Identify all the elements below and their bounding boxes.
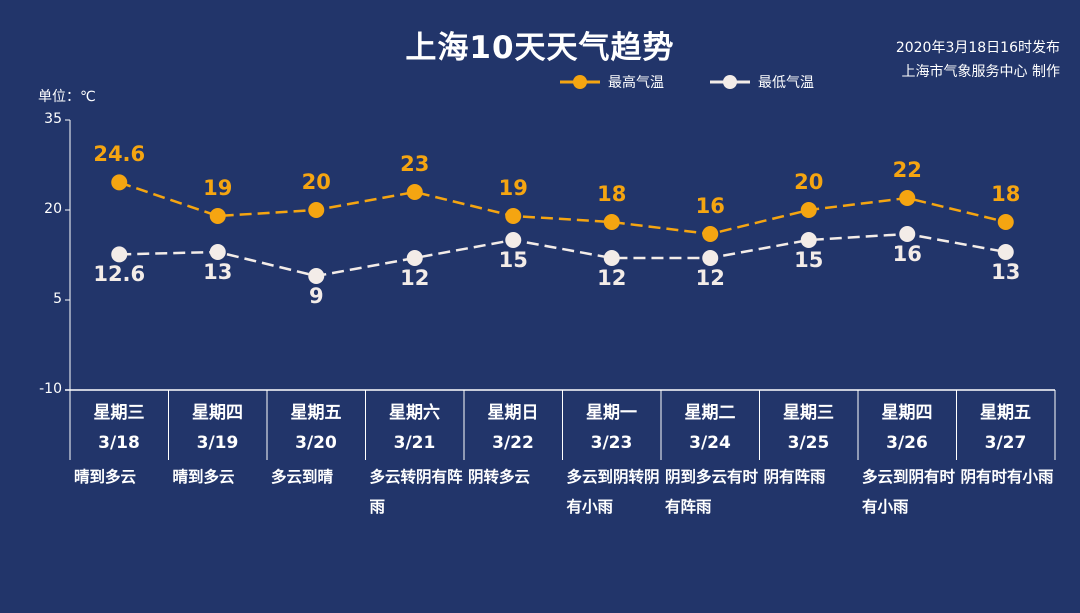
- date-label: 3/26: [886, 433, 928, 453]
- x-category: 星期四 3/26: [858, 398, 956, 458]
- x-category: 星期日 3/22: [464, 398, 562, 458]
- data-point: [800, 202, 817, 218]
- data-label: 23: [400, 152, 430, 176]
- data-point: [505, 232, 522, 248]
- day-of-week: 星期六: [389, 403, 440, 423]
- date-label: 3/21: [393, 433, 436, 453]
- x-category: 星期四 3/19: [169, 398, 267, 458]
- day-of-week: 星期四: [192, 403, 243, 423]
- weather-label: 多云到阴转阴有小雨: [566, 468, 660, 516]
- date-label: 3/19: [196, 433, 239, 453]
- day-of-week: 星期五: [290, 403, 342, 423]
- weather-label: 阴到多云有时有阵雨: [665, 468, 759, 516]
- publisher: 上海市气象服务中心 制作: [901, 64, 1060, 80]
- legend-high-marker: [560, 75, 600, 89]
- data-label: 12: [597, 266, 627, 290]
- day-of-week: 星期三: [783, 403, 834, 423]
- data-label: 20: [794, 170, 824, 194]
- data-point: [800, 232, 817, 248]
- chart-title: 上海10天天气趋势: [405, 30, 675, 66]
- y-tick-label: 20: [44, 201, 62, 217]
- date-label: 3/27: [984, 433, 1027, 453]
- date-label: 3/23: [590, 433, 633, 453]
- day-of-week: 星期一: [586, 403, 637, 423]
- legend-low-label: 最低气温: [758, 75, 814, 91]
- x-category: 星期三 3/25: [760, 398, 858, 458]
- x-category: 星期五 3/27: [957, 398, 1055, 458]
- data-point: [603, 250, 620, 266]
- series-line-low: [119, 232, 1006, 278]
- y-tick-label: -10: [39, 381, 62, 397]
- date-label: 3/20: [295, 433, 337, 453]
- date-label: 3/18: [98, 433, 140, 453]
- publish-time: 2020年3月18日16时发布: [895, 40, 1060, 56]
- data-point: [209, 208, 226, 224]
- unit-label: 单位：℃: [38, 89, 96, 105]
- data-label: 24.6: [93, 142, 146, 167]
- data-label: 19: [203, 176, 233, 200]
- data-point: [111, 174, 128, 191]
- data-label: 12: [695, 266, 725, 290]
- x-category: 星期三 3/18: [70, 398, 168, 458]
- weather-label: 多云到阴有时有小雨: [862, 468, 956, 516]
- data-point: [209, 244, 226, 260]
- x-category: 星期一 3/23: [563, 398, 661, 458]
- data-label: 12.6: [93, 262, 146, 287]
- data-point: [111, 246, 128, 263]
- data-label: 9: [308, 284, 324, 308]
- date-label: 3/24: [689, 433, 731, 453]
- weather-label: 晴到多云: [74, 468, 137, 486]
- data-point: [899, 226, 916, 242]
- x-category: 星期二 3/24: [661, 398, 759, 458]
- data-label: 18: [991, 182, 1021, 206]
- date-label: 3/22: [492, 433, 534, 453]
- data-point: [997, 214, 1014, 230]
- data-point: [406, 184, 423, 200]
- day-of-week: 星期四: [881, 403, 933, 423]
- day-of-week: 星期三: [93, 403, 145, 423]
- y-tick-label: 5: [53, 291, 62, 307]
- weather-label: 阴有时有小雨: [960, 468, 1054, 486]
- data-point: [603, 214, 620, 230]
- data-label: 12: [400, 266, 430, 290]
- data-point: [997, 244, 1014, 260]
- x-category: 星期六 3/21: [366, 398, 464, 458]
- day-of-week: 星期五: [980, 403, 1031, 423]
- weather-label: 多云转阴有阵雨: [369, 468, 463, 516]
- data-label: 20: [301, 170, 331, 194]
- data-label: 16: [695, 194, 725, 218]
- day-of-week: 星期日: [487, 403, 539, 423]
- data-point: [308, 268, 325, 284]
- data-label: 16: [892, 242, 922, 266]
- data-label: 19: [498, 176, 528, 200]
- weather-label: 阴有阵雨: [763, 468, 826, 486]
- weather-label: 多云到晴: [271, 468, 334, 486]
- data-point: [702, 250, 719, 266]
- legend-high: 最高气温: [560, 72, 664, 92]
- data-label: 15: [794, 248, 824, 272]
- date-label: 3/25: [787, 433, 830, 453]
- weather-label: 阴转多云: [468, 468, 531, 486]
- legend-low: 最低气温: [710, 72, 814, 92]
- data-point: [505, 208, 522, 224]
- publish-info: 2020年3月18日16时发布 上海市气象服务中心 制作: [896, 36, 1060, 84]
- data-point: [702, 226, 719, 242]
- data-point: [899, 190, 916, 206]
- day-of-week: 星期二: [684, 403, 736, 423]
- legend-high-label: 最高气温: [608, 75, 664, 91]
- data-label: 13: [203, 260, 233, 284]
- data-label: 18: [597, 182, 627, 206]
- weather-label: 晴到多云: [172, 468, 235, 486]
- legend-low-marker: [710, 75, 750, 89]
- data-label: 15: [498, 248, 528, 272]
- series-line-high: [118, 181, 1007, 236]
- data-point: [406, 250, 423, 266]
- x-category: 星期五 3/20: [267, 398, 365, 458]
- data-label: 22: [892, 158, 922, 182]
- data-point: [308, 202, 325, 218]
- data-label: 13: [991, 260, 1021, 284]
- y-tick-label: 35: [44, 111, 62, 127]
